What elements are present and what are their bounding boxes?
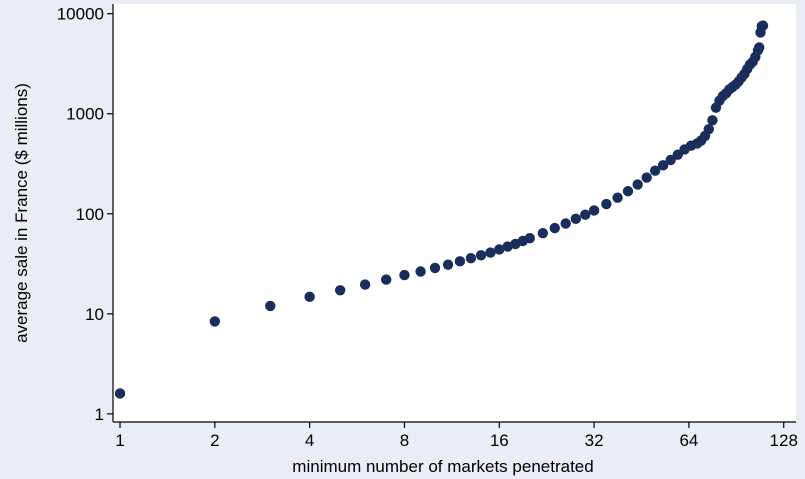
data-point	[381, 274, 392, 285]
data-point	[494, 244, 505, 255]
data-point	[304, 291, 315, 303]
x-tick-label: 4	[305, 431, 314, 450]
x-tick-label: 16	[490, 431, 509, 450]
data-point	[657, 160, 669, 171]
data-point	[475, 250, 487, 261]
data-point	[399, 269, 410, 281]
data-point	[580, 209, 591, 220]
data-point	[703, 124, 714, 135]
x-tick-label: 8	[400, 431, 409, 450]
data-point	[622, 186, 634, 197]
data-point	[429, 262, 441, 274]
data-point	[601, 198, 612, 210]
y-axis: 1 10 100 1000 10000	[57, 4, 114, 424]
x-axis: 1 2 4 8 16 32 64 128	[113, 421, 798, 450]
y-tick-label: 1000	[66, 105, 104, 124]
data-point	[665, 154, 676, 166]
data-point	[485, 247, 496, 258]
data-point	[757, 20, 769, 31]
data-point	[560, 218, 571, 229]
data-point	[502, 241, 513, 252]
data-point	[549, 222, 560, 234]
plot-area	[113, 4, 796, 422]
data-point	[334, 285, 346, 296]
data-point	[754, 42, 765, 53]
y-tick-label: 100	[76, 205, 104, 224]
data-point	[415, 266, 426, 277]
data-point	[465, 252, 477, 264]
data-point	[442, 259, 454, 270]
data-point	[570, 213, 582, 225]
data-point	[265, 300, 276, 312]
data-points	[114, 20, 769, 399]
data-point	[612, 192, 623, 203]
x-tick-label: 128	[770, 431, 798, 450]
y-tick-label: 10000	[57, 5, 104, 24]
data-point	[454, 256, 466, 267]
x-tick-label: 64	[679, 431, 698, 450]
data-point	[649, 165, 661, 176]
y-tick-label: 10	[85, 305, 104, 324]
x-tick-label: 32	[585, 431, 604, 450]
y-tick-label: 1	[95, 405, 104, 424]
x-axis-title: minimum number of markets penetrated	[292, 457, 593, 476]
data-point	[114, 388, 126, 399]
data-point	[632, 179, 643, 190]
y-axis-title: average sale in France ($ millions)	[12, 83, 31, 343]
x-tick-label: 2	[210, 431, 219, 450]
data-point	[641, 172, 652, 183]
x-tick-label: 1	[115, 431, 124, 450]
data-point	[588, 205, 600, 216]
data-point	[537, 227, 549, 239]
data-point	[524, 233, 536, 244]
data-point	[359, 279, 371, 290]
data-point	[209, 316, 221, 327]
data-point	[707, 115, 718, 126]
